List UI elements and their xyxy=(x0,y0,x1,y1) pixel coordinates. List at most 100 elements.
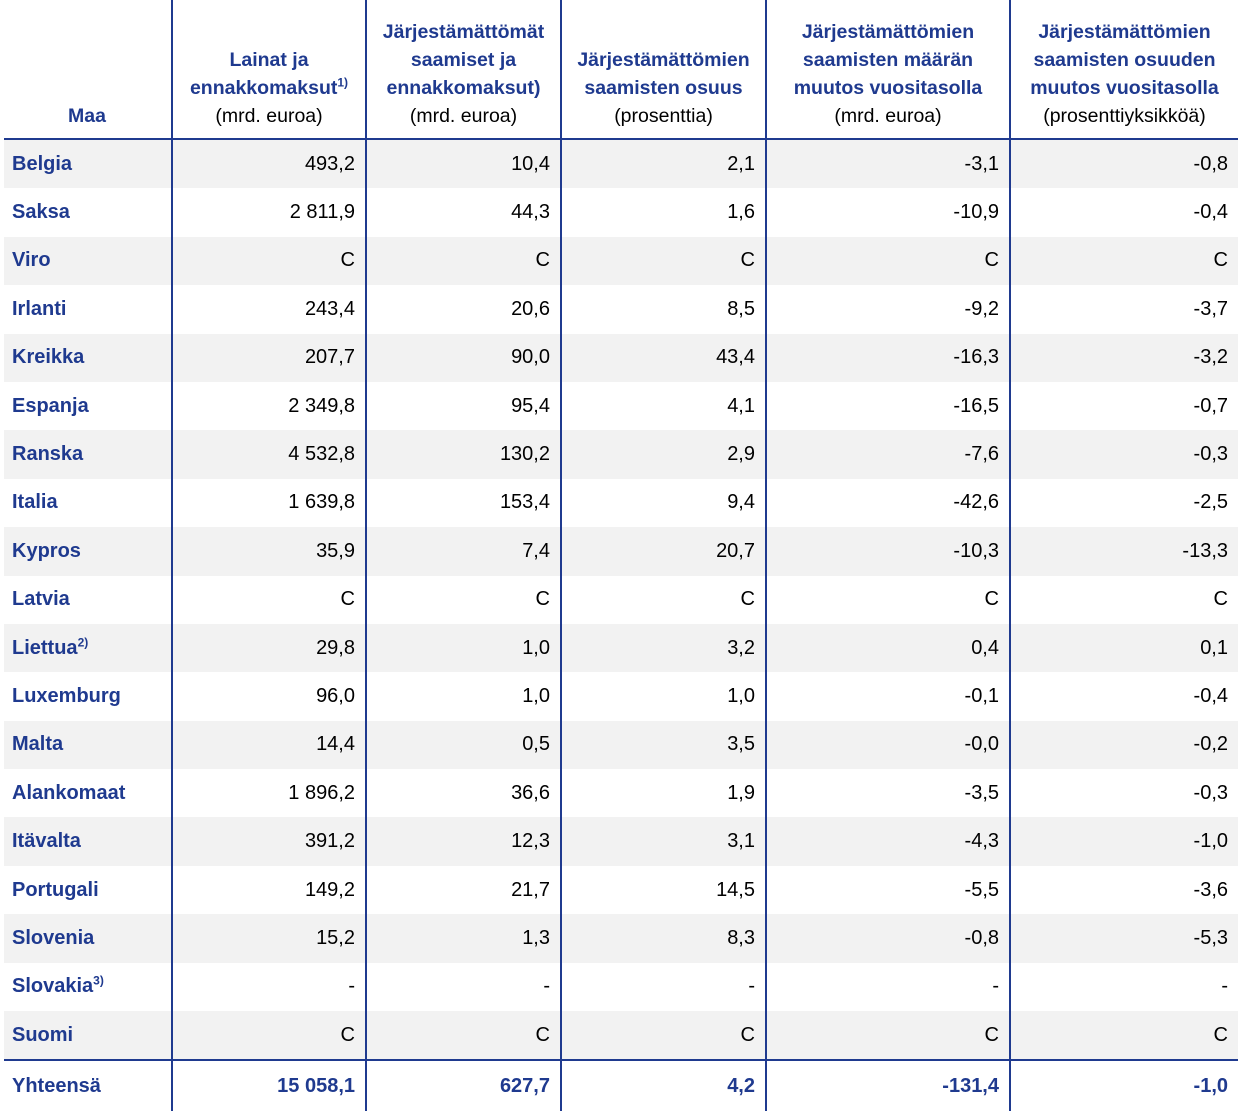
value-cell: 2,1 xyxy=(560,139,766,189)
value-cell: 43,4 xyxy=(560,333,766,382)
value-cell: -3,6 xyxy=(1009,865,1238,915)
value-cell: -4,3 xyxy=(765,817,1010,866)
value-cell: - xyxy=(560,962,766,1012)
country-name: Liettua xyxy=(12,636,78,659)
value-cell: C xyxy=(765,1011,1010,1061)
value-cell: 207,7 xyxy=(171,333,366,382)
country-cell: Kreikka xyxy=(4,333,172,382)
value-cell: -9,2 xyxy=(765,285,1010,334)
value-cell: 1,6 xyxy=(560,188,766,237)
value-cell: 14,4 xyxy=(171,720,366,770)
table-row: Malta 14,4 0,5 3,5 -0,0 -0,2 xyxy=(4,720,1238,770)
column-header-title: Järjestämättömien saamisten määrän muuto… xyxy=(793,21,983,99)
value-cell: 0,5 xyxy=(365,720,561,770)
table-row: Saksa 2 811,9 44,3 1,6 -10,9 -0,4 xyxy=(4,188,1238,237)
table-row: Kreikka 207,7 90,0 43,4 -16,3 -3,2 xyxy=(4,333,1238,382)
country-cell: Kypros xyxy=(4,527,172,576)
country-cell: Luxemburg xyxy=(4,672,172,720)
value-cell: 130,2 xyxy=(365,430,561,479)
total-value-cell: 627,7 xyxy=(365,1059,561,1111)
country-name: Espanja xyxy=(12,394,89,417)
country-cell: Slovakia3) xyxy=(4,963,172,1011)
country-name: Ranska xyxy=(12,443,84,466)
value-cell: 1,0 xyxy=(365,672,561,721)
column-header-1: Lainat ja ennakkomaksut1) (mrd. euroa) xyxy=(171,0,366,140)
value-cell: -0,8 xyxy=(1009,139,1238,189)
value-cell: 0,1 xyxy=(1009,623,1238,673)
value-cell: 29,8 xyxy=(171,623,366,673)
value-cell: 36,6 xyxy=(365,769,561,818)
value-cell: C xyxy=(765,236,1010,286)
value-cell: 149,2 xyxy=(171,865,366,915)
value-cell: 3,1 xyxy=(560,817,766,866)
total-row: Yhteensä 15 058,1 627,7 4,2 -131,4 -1,0 xyxy=(4,1059,1238,1111)
value-cell: -0,8 xyxy=(765,914,1010,963)
value-cell: 14,5 xyxy=(560,865,766,915)
column-header-4: Järjestämättömien saamisten määrän muuto… xyxy=(765,0,1010,140)
value-cell: 90,0 xyxy=(365,333,561,382)
table-row: Liettua2) 29,8 1,0 3,2 0,4 0,1 xyxy=(4,623,1238,673)
country-cell: Malta xyxy=(4,720,172,770)
column-header-country: Maa xyxy=(4,0,172,140)
table-row: Alankomaat 1 896,2 36,6 1,9 -3,5 -0,3 xyxy=(4,769,1238,818)
column-header-title: Järjestämättömien saamisten osuus xyxy=(577,49,750,99)
table-body: Belgia 493,2 10,4 2,1 -3,1 -0,8 Saksa 2 811,9 44… xyxy=(4,139,1238,1111)
country-name: Luxemburg xyxy=(12,684,121,707)
table-row: Suomi C C C C C xyxy=(4,1011,1238,1061)
value-cell: C xyxy=(560,575,766,624)
value-cell: - xyxy=(365,962,561,1012)
value-cell: -0,3 xyxy=(1009,430,1238,479)
value-cell: 1,3 xyxy=(365,914,561,963)
column-header-unit: (mrd. euroa) xyxy=(834,105,942,127)
country-cell: Saksa xyxy=(4,188,172,236)
country-name: Kypros xyxy=(12,539,81,562)
table-row: Slovenia 15,2 1,3 8,3 -0,8 -5,3 xyxy=(4,914,1238,963)
table-row: Italia 1 639,8 153,4 9,4 -42,6 -2,5 xyxy=(4,478,1238,528)
value-cell: 1,0 xyxy=(365,623,561,673)
value-cell: -16,5 xyxy=(765,381,1010,431)
value-cell: -3,5 xyxy=(765,769,1010,818)
value-cell: 4,1 xyxy=(560,381,766,431)
value-cell: C xyxy=(365,1011,561,1061)
table-row: Latvia C C C C C xyxy=(4,575,1238,624)
table-row: Ranska 4 532,8 130,2 2,9 -7,6 -0,3 xyxy=(4,430,1238,479)
country-name: Saksa xyxy=(12,201,70,224)
value-cell: 1 896,2 xyxy=(171,769,366,818)
value-cell: 15,2 xyxy=(171,914,366,963)
value-cell: C xyxy=(560,236,766,286)
value-cell: -0,3 xyxy=(1009,769,1238,818)
value-cell: 2 811,9 xyxy=(171,188,366,237)
value-cell: 96,0 xyxy=(171,672,366,721)
value-cell: -0,2 xyxy=(1009,720,1238,770)
country-cell: Irlanti xyxy=(4,285,172,333)
total-value-cell: -131,4 xyxy=(765,1059,1010,1111)
value-cell: 8,3 xyxy=(560,914,766,963)
value-cell: -13,3 xyxy=(1009,527,1238,576)
country-name: Kreikka xyxy=(12,346,85,369)
country-cell: Italia xyxy=(4,479,172,527)
value-cell: - xyxy=(765,962,1010,1012)
value-cell: 12,3 xyxy=(365,817,561,866)
value-cell: -16,3 xyxy=(765,333,1010,382)
value-cell: -1,0 xyxy=(1009,817,1238,866)
value-cell: -5,3 xyxy=(1009,914,1238,963)
column-header-title: Maa xyxy=(68,105,106,127)
value-cell: -0,0 xyxy=(765,720,1010,770)
total-value-cell: 15 058,1 xyxy=(171,1059,366,1111)
total-value-cell: -1,0 xyxy=(1009,1059,1238,1111)
value-cell: -0,4 xyxy=(1009,672,1238,721)
country-name: Latvia xyxy=(12,588,70,611)
column-header-title: Järjestämättömät saamiset ja ennakkomaks… xyxy=(382,21,545,99)
value-cell: -0,1 xyxy=(765,672,1010,721)
value-cell: -0,7 xyxy=(1009,381,1238,431)
value-cell: 3,5 xyxy=(560,720,766,770)
table-row: Belgia 493,2 10,4 2,1 -3,1 -0,8 xyxy=(4,139,1238,189)
value-cell: 20,7 xyxy=(560,527,766,576)
value-cell: C xyxy=(1009,575,1238,624)
value-cell: - xyxy=(1009,962,1238,1012)
table-row: Portugali 149,2 21,7 14,5 -5,5 -3,6 xyxy=(4,865,1238,915)
value-cell: C xyxy=(765,575,1010,624)
value-cell: C xyxy=(171,236,366,286)
value-cell: 35,9 xyxy=(171,527,366,576)
value-cell: 391,2 xyxy=(171,817,366,866)
